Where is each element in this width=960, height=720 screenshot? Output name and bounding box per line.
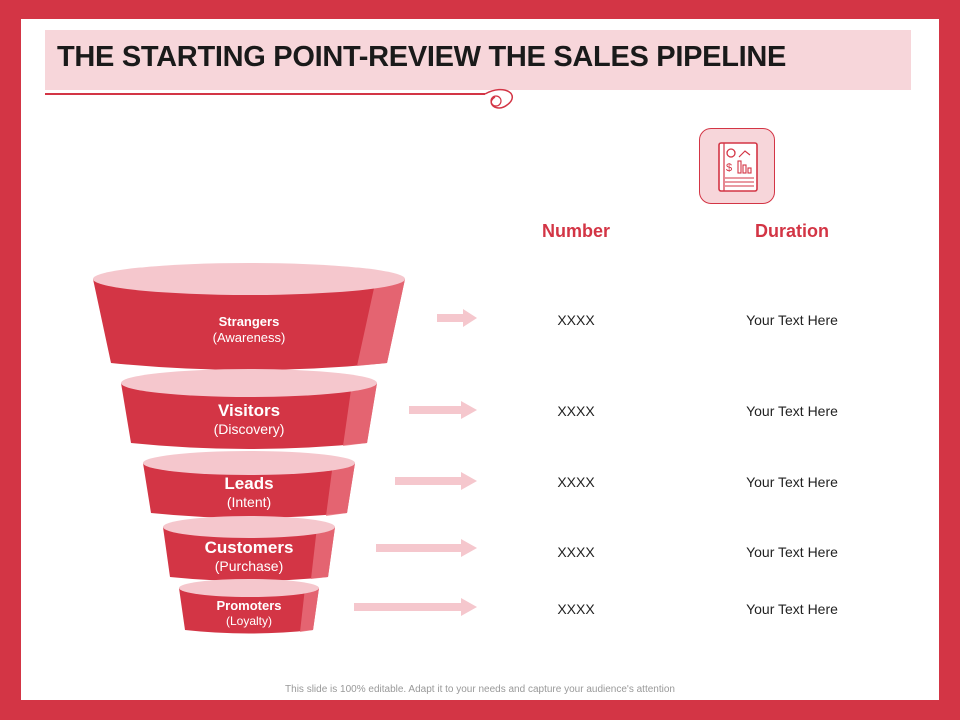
stage-name: Leads xyxy=(224,474,274,493)
arrow-2 xyxy=(409,401,477,419)
footer-note: This slide is 100% editable. Adapt it to… xyxy=(285,684,675,695)
stage-name: Promoters xyxy=(216,598,282,613)
funnel-stage-strangers xyxy=(93,263,405,370)
stage-name: Strangers xyxy=(218,314,280,329)
stage-label-strangers: Strangers (Awareness) xyxy=(149,314,349,347)
column-header-number: Number xyxy=(541,221,610,241)
arrow-5 xyxy=(354,598,477,616)
stage-label-visitors: Visitors (Discovery) xyxy=(149,400,349,439)
number-cell: XXXX xyxy=(557,312,595,328)
stage-name: Visitors xyxy=(217,401,281,420)
title-underline-decoration xyxy=(45,88,514,109)
arrows xyxy=(354,309,477,616)
duration-cell: Your Text Here xyxy=(746,601,838,617)
number-cell: XXXX xyxy=(557,601,595,617)
title-band xyxy=(45,30,911,90)
stage-label-customers: Customers (Purchase) xyxy=(149,537,349,576)
stage-label-leads: Leads (Intent) xyxy=(149,473,349,512)
page-title: THE STARTING POINT-REVIEW THE SALES PIPE… xyxy=(57,41,787,73)
funnel-stage-customers xyxy=(163,516,335,581)
duration-cell: Your Text Here xyxy=(746,312,838,328)
duration-cell: Your Text Here xyxy=(746,403,838,419)
number-cell: XXXX xyxy=(557,474,595,490)
arrow-1 xyxy=(437,309,477,327)
duration-cell: Your Text Here xyxy=(746,544,838,560)
funnel-stage-promoters xyxy=(179,579,319,634)
stage-name: Customers xyxy=(204,538,294,557)
funnel-stage-leads xyxy=(143,451,355,518)
sales-funnel xyxy=(93,263,477,634)
stage-sub: (Awareness) xyxy=(212,330,286,346)
stage-sub: (Intent) xyxy=(226,494,272,511)
number-cell: XXXX xyxy=(557,403,595,419)
number-cell: XXXX xyxy=(557,544,595,560)
svg-text:$: $ xyxy=(726,162,732,174)
stage-sub: (Loyalty) xyxy=(225,614,272,629)
stage-sub: (Purchase) xyxy=(214,558,284,575)
stage-sub: (Discovery) xyxy=(213,421,285,438)
report-chart-icon: $ xyxy=(699,128,775,204)
arrow-3 xyxy=(395,472,477,490)
funnel-stage-visitors xyxy=(121,369,377,449)
column-header-duration: Duration xyxy=(755,221,829,241)
arrow-4 xyxy=(376,539,477,557)
stage-label-promoters: Promoters (Loyalty) xyxy=(149,598,349,629)
duration-cell: Your Text Here xyxy=(746,474,838,490)
slide: THE STARTING POINT-REVIEW THE SALES PIPE… xyxy=(21,19,939,700)
